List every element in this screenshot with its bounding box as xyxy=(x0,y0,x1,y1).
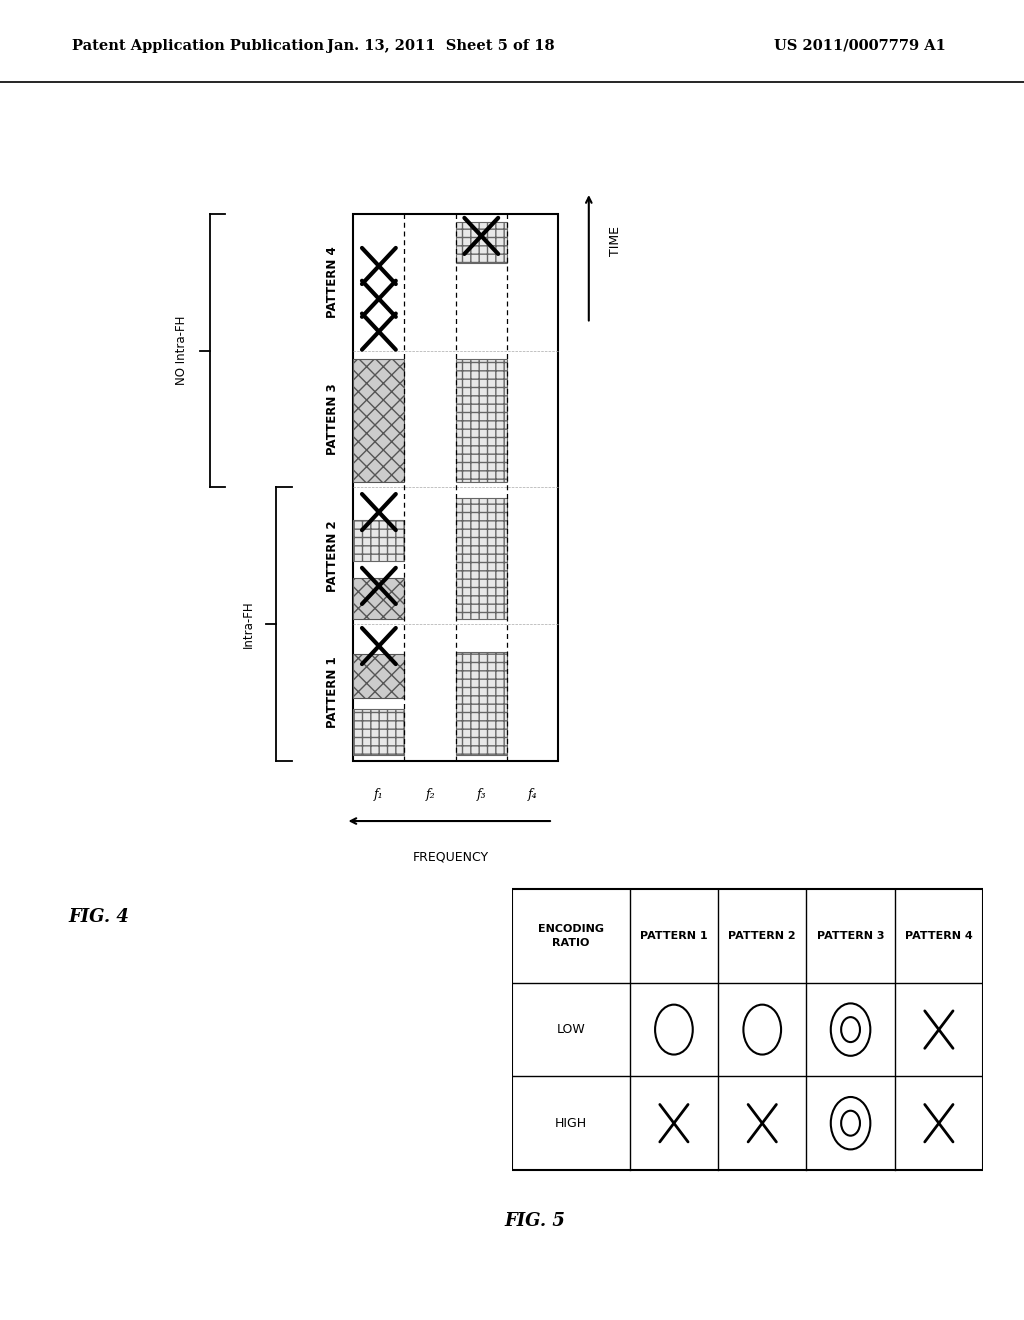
Text: TIME: TIME xyxy=(609,226,623,256)
Text: HIGH: HIGH xyxy=(555,1117,587,1130)
Text: PATTERN 4: PATTERN 4 xyxy=(327,247,339,318)
Bar xyxy=(353,214,558,760)
Text: Intra-FH: Intra-FH xyxy=(242,601,255,648)
Text: LOW: LOW xyxy=(556,1023,586,1036)
Bar xyxy=(353,578,404,619)
Bar xyxy=(353,655,404,698)
Text: US 2011/0007779 A1: US 2011/0007779 A1 xyxy=(774,38,946,53)
Text: PATTERN 2: PATTERN 2 xyxy=(327,520,339,591)
Text: PATTERN 3: PATTERN 3 xyxy=(817,931,885,941)
Text: f₁: f₁ xyxy=(374,788,384,801)
Bar xyxy=(456,652,507,755)
Text: NO Intra-FH: NO Intra-FH xyxy=(175,315,188,385)
Bar xyxy=(353,709,404,755)
Text: PATTERN 3: PATTERN 3 xyxy=(327,383,339,455)
Text: PATTERN 4: PATTERN 4 xyxy=(905,931,973,941)
Text: FIG. 5: FIG. 5 xyxy=(504,1212,565,1230)
Text: PATTERN 1: PATTERN 1 xyxy=(327,657,339,729)
Text: FREQUENCY: FREQUENCY xyxy=(413,850,488,863)
Text: Jan. 13, 2011  Sheet 5 of 18: Jan. 13, 2011 Sheet 5 of 18 xyxy=(327,38,554,53)
Bar xyxy=(353,520,404,561)
Text: Patent Application Publication: Patent Application Publication xyxy=(72,38,324,53)
Text: PATTERN 1: PATTERN 1 xyxy=(640,931,708,941)
Text: ENCODING
RATIO: ENCODING RATIO xyxy=(538,924,604,948)
Bar xyxy=(456,359,507,482)
Bar xyxy=(456,499,507,619)
Text: FIG. 4: FIG. 4 xyxy=(69,908,129,927)
Text: PATTERN 2: PATTERN 2 xyxy=(728,931,796,941)
Text: f₃: f₃ xyxy=(476,788,486,801)
Text: f₄: f₄ xyxy=(527,788,538,801)
Bar xyxy=(353,359,404,482)
Bar xyxy=(456,222,507,263)
Bar xyxy=(512,890,983,1170)
Text: f₂: f₂ xyxy=(425,788,435,801)
